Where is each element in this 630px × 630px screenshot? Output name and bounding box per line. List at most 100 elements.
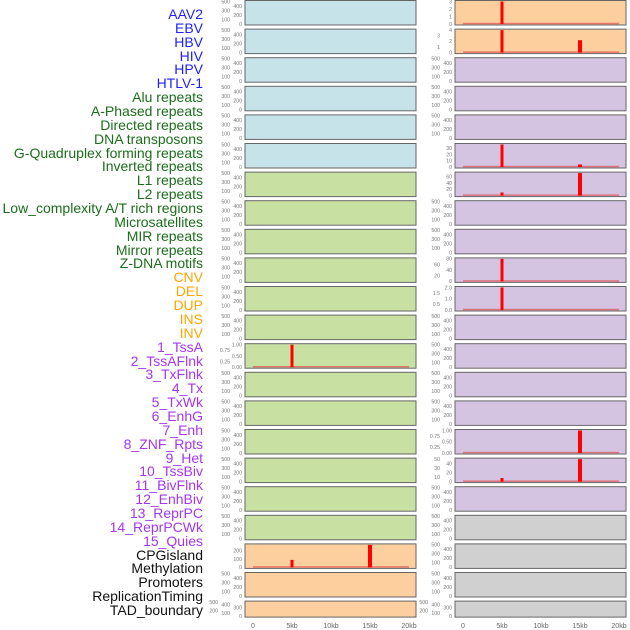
y-tick-label: 300 xyxy=(221,151,230,157)
track-label: INS xyxy=(179,310,203,327)
y-tick-label: 200 xyxy=(443,585,452,591)
y-tick-label: 0.5 xyxy=(433,302,440,308)
y-tick-label: 0 xyxy=(239,193,242,199)
y-tick-label: 2.0 xyxy=(445,285,452,291)
y-tick-label: 200 xyxy=(233,70,242,76)
y-tick-label: 200 xyxy=(233,156,242,162)
y-tick-label: 0 xyxy=(239,279,242,285)
y-tick-label: 400 xyxy=(233,290,242,296)
y-tick-label: 400 xyxy=(233,204,242,210)
panel-background xyxy=(454,200,627,226)
y-tick-label: 100 xyxy=(221,246,230,252)
track-panel: 0 100 200 xyxy=(233,543,417,571)
y-tick-label: 400 xyxy=(443,576,452,582)
y-tick-label: 400 xyxy=(233,576,242,582)
y-tick-label: 100 xyxy=(221,504,230,510)
y-tick-label: 400 xyxy=(233,4,242,10)
y-tick-label: 0 xyxy=(449,136,452,142)
y-tick-label: 200 xyxy=(233,585,242,591)
panel-background xyxy=(454,600,627,618)
track-label: DEL xyxy=(175,283,203,300)
y-tick-label: 200 xyxy=(443,528,452,534)
y-tick-label: 200 xyxy=(233,327,242,333)
y-tick-label: 200 xyxy=(233,213,242,219)
y-tick-label: 4 xyxy=(449,28,452,34)
track-label: DNA transposons xyxy=(94,130,203,147)
y-tick-label: 200 xyxy=(233,184,242,190)
y-tick-label: 2 xyxy=(449,39,452,45)
y-tick-label: 100 xyxy=(221,75,230,81)
y-tick-label: 0 xyxy=(239,136,242,142)
y-tick-label: 500 xyxy=(419,600,428,606)
y-tick-label: 1.00 xyxy=(232,343,242,349)
y-tick-label: 100 xyxy=(221,475,230,481)
y-tick-label: 400 xyxy=(233,461,242,467)
y-tick-label: 500 xyxy=(431,400,440,406)
y-tick-label: 200 xyxy=(443,327,452,333)
track-label: 3_TxFlnk xyxy=(145,366,203,383)
panel-background xyxy=(454,257,627,283)
baseline-range xyxy=(463,165,619,168)
data-bar xyxy=(578,173,582,196)
panel-background xyxy=(244,257,417,283)
y-tick-label: 500 xyxy=(221,314,230,320)
panel-background xyxy=(454,572,627,598)
y-tick-label: 2 xyxy=(449,7,452,13)
panel-background xyxy=(454,57,627,83)
track-label: Z-DNA motifs xyxy=(119,255,203,272)
y-tick-label: 200 xyxy=(443,127,452,133)
panel-background xyxy=(244,314,417,341)
y-tick-label: 100 xyxy=(431,532,440,538)
panel-background xyxy=(244,286,417,312)
y-tick-label: 500 xyxy=(221,85,230,91)
x-tick-label: 5kb xyxy=(496,623,507,630)
y-tick-label: 200 xyxy=(233,470,242,476)
panel-background xyxy=(244,486,417,512)
y-tick-label: 200 xyxy=(233,549,242,555)
track-label: CNV xyxy=(173,269,203,286)
panel-background xyxy=(244,457,417,484)
y-tick-label: 0 xyxy=(239,614,242,620)
panel-background xyxy=(454,343,627,369)
y-tick-label: 300 xyxy=(221,237,230,243)
y-tick-label: 400 xyxy=(443,490,452,496)
y-tick-label: 0 xyxy=(449,594,452,600)
y-tick-label: 0 xyxy=(239,594,242,600)
y-tick-label: 200 xyxy=(233,127,242,133)
x-tick-label: 15kb xyxy=(362,623,377,630)
y-tick-label: 100 xyxy=(431,132,440,138)
panel-background xyxy=(454,286,627,312)
panel-background xyxy=(454,85,627,112)
y-tick-label: 400 xyxy=(233,376,242,382)
panel-background xyxy=(454,543,627,569)
baseline-range xyxy=(463,451,619,454)
y-tick-label: 100 xyxy=(221,103,230,109)
y-tick-label: 400 xyxy=(233,490,242,496)
y-tick-label: 500 xyxy=(221,28,230,34)
panel-background xyxy=(454,429,627,455)
y-tick-label: 300 xyxy=(431,352,440,358)
y-tick-label: 1 xyxy=(449,14,452,20)
track-label: Mirror repeats xyxy=(115,241,203,258)
x-tick-label: 5kb xyxy=(286,623,297,630)
panel-background xyxy=(454,143,627,169)
data-bar xyxy=(500,478,504,482)
baseline-range xyxy=(463,280,619,282)
panel-column: 0123012340100200300400500010020030040050… xyxy=(419,0,627,630)
track-label: G-Quadruplex forming repeats xyxy=(13,144,203,161)
y-tick-label: 200 xyxy=(209,608,218,614)
y-tick-label: 300 xyxy=(221,180,230,186)
y-tick-label: 0 xyxy=(239,50,242,56)
y-tick-label: 200 xyxy=(233,13,242,19)
y-tick-label: 500 xyxy=(221,371,230,377)
x-tick-label: 0 xyxy=(461,623,465,630)
panel-background xyxy=(454,228,627,255)
y-tick-label: 300 xyxy=(221,409,230,415)
